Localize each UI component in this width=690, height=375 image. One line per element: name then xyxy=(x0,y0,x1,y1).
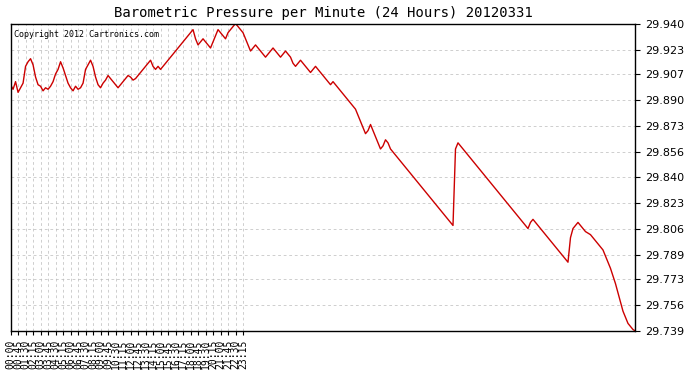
Text: Copyright 2012 Cartronics.com: Copyright 2012 Cartronics.com xyxy=(14,30,159,39)
Title: Barometric Pressure per Minute (24 Hours) 20120331: Barometric Pressure per Minute (24 Hours… xyxy=(114,6,533,20)
